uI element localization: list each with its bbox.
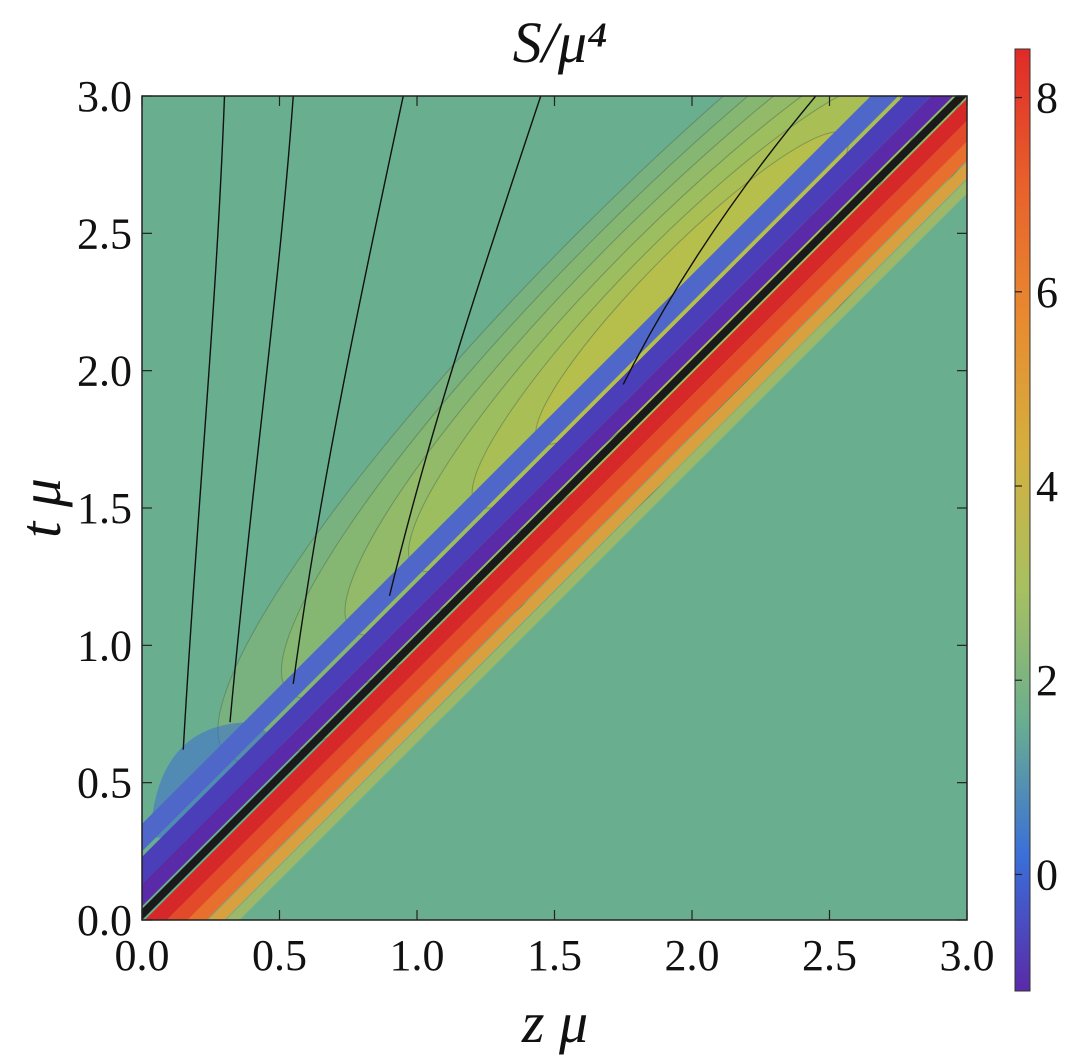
y-axis-label: t μ <box>8 478 73 538</box>
colorbar-scale <box>1014 48 1031 992</box>
x-tick-label: 1.5 <box>527 931 582 980</box>
x-tick-label: 0.5 <box>252 931 307 980</box>
y-tick-label: 0.0 <box>77 896 132 945</box>
colorbar-tick-label: 6 <box>1036 268 1058 317</box>
band-stripe-0 <box>142 96 899 852</box>
y-axis: 0.0 0.5 1.0 1.5 2.0 2.5 3.0 <box>77 72 967 945</box>
y-tick-label: 2.5 <box>77 209 132 258</box>
band-stripe-4 <box>144 98 967 920</box>
band-stripe-8 <box>225 179 967 920</box>
contour-line-0 <box>182 96 226 750</box>
colorbar-tick-label: 4 <box>1036 462 1058 511</box>
colorbar-ticks: 0 2 4 6 8 <box>1015 74 1058 899</box>
colorbar-tick-label: 2 <box>1036 656 1058 705</box>
colorbar-tick-label: 8 <box>1036 74 1058 123</box>
band-stripe-6 <box>187 141 967 920</box>
band-stripe-2 <box>142 96 954 907</box>
band-stripe-5 <box>166 120 967 920</box>
x-axis: 0.0 0.5 1.0 1.5 2.0 2.5 3.0 <box>115 96 995 980</box>
contour-line-4 <box>622 96 817 385</box>
light-cone-band <box>142 96 967 920</box>
y-tick-label: 2.0 <box>77 347 132 396</box>
contour-line-1 <box>229 96 294 723</box>
x-tick-label: 2.5 <box>802 931 857 980</box>
contour-lines <box>182 96 817 750</box>
y-tick-label: 1.0 <box>77 621 132 670</box>
contour-line-3 <box>388 96 542 597</box>
x-tick-label: 1.0 <box>390 931 445 980</box>
x-axis-label: z μ <box>521 990 588 1055</box>
y-tick-label: 3.0 <box>77 72 132 121</box>
chart-title: S/μ⁴ <box>513 10 607 75</box>
band-stripe-7 <box>208 161 967 920</box>
x-tick-label: 0.0 <box>115 931 170 980</box>
y-tick-label: 1.5 <box>77 484 132 533</box>
band-stripe-3 <box>142 96 967 920</box>
colorbar: 0 2 4 6 8 <box>1014 48 1058 992</box>
contour-line-2 <box>292 96 404 684</box>
colorbar-tick-label: 0 <box>1036 850 1058 899</box>
y-tick-label: 0.5 <box>77 759 132 808</box>
x-tick-label: 2.0 <box>665 931 720 980</box>
x-tick-label: 3.0 <box>940 931 995 980</box>
plot-area <box>142 96 967 920</box>
